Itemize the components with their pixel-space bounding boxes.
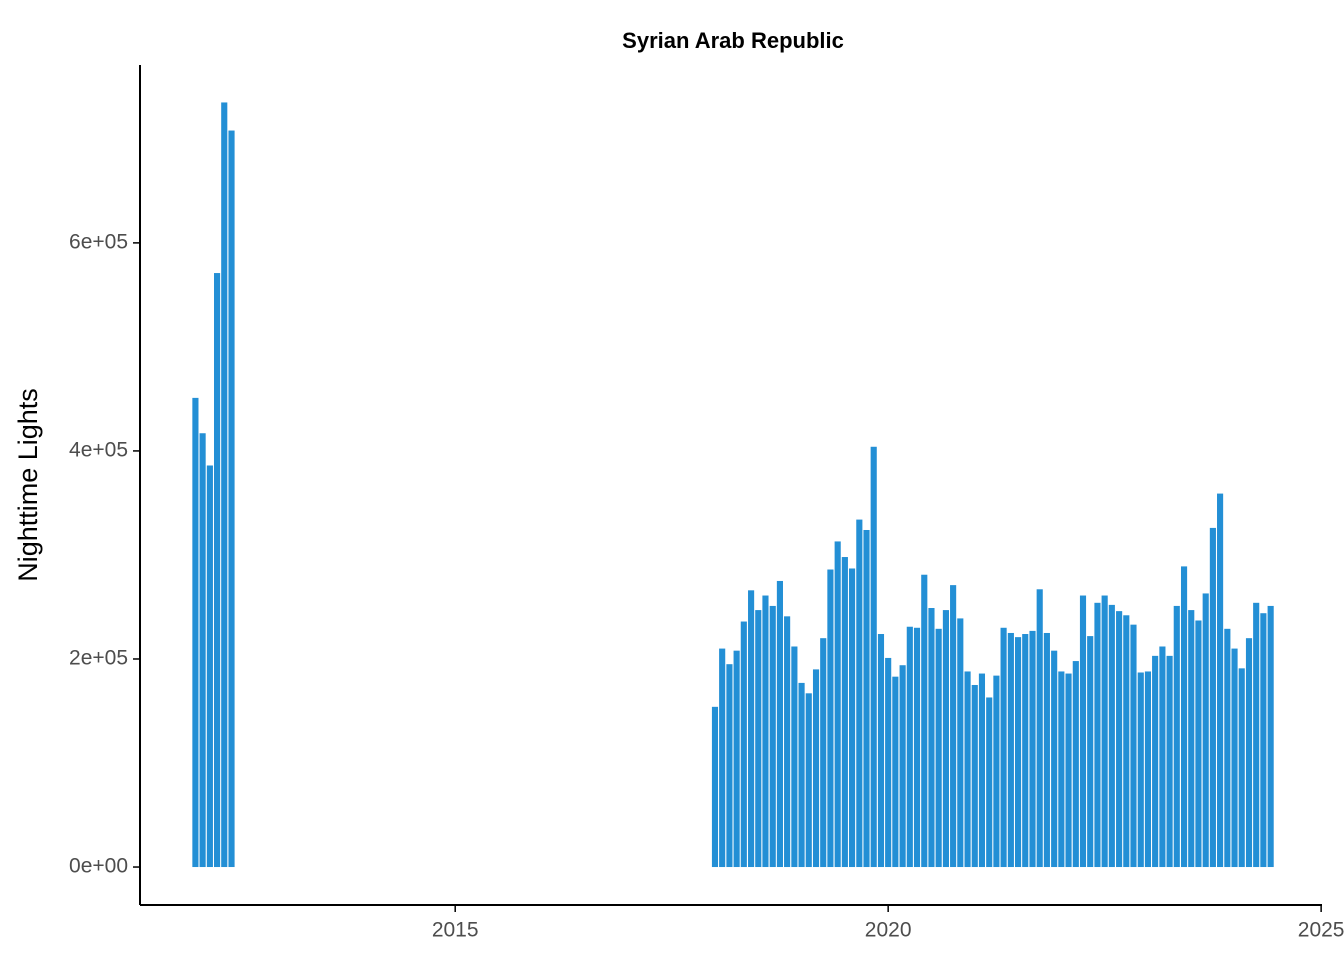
bar [1238,668,1245,868]
bar [740,621,747,868]
bar [978,673,986,868]
bar [870,446,877,868]
bar [1116,611,1123,868]
bar [221,102,228,868]
bar [1188,610,1195,868]
bar [1173,605,1180,868]
x-tick-label: 2015 [432,919,479,942]
bar [1166,655,1173,868]
bar [877,634,885,868]
bar [848,568,856,868]
bar [769,605,776,868]
bar [942,610,949,868]
bar [1123,615,1130,868]
bar [950,585,957,868]
bar [1043,632,1050,868]
bar [1209,527,1216,868]
bar [711,706,719,868]
bar [1202,593,1209,868]
bar [1180,566,1188,868]
bar [1267,605,1274,868]
bar [228,130,235,868]
bar [719,648,726,868]
bar [892,676,899,868]
bar [1079,595,1087,868]
bar [1144,671,1152,868]
bar [834,541,841,868]
bar [192,397,199,868]
bar [798,682,805,868]
bar [1029,630,1036,868]
bar [1224,628,1231,868]
bar [726,664,733,868]
bar [1022,634,1029,868]
bar [733,650,740,868]
bar [1065,673,1072,868]
y-tick-label: 4e+05 [69,438,128,461]
y-tick-label: 6e+05 [69,230,128,253]
x-tick-label: 2025 [1298,919,1344,942]
bar [1087,636,1094,868]
bar [748,590,755,868]
bar [885,657,892,868]
y-tick-label: 0e+00 [69,855,128,878]
bar [1231,648,1238,868]
bar [986,697,993,868]
bar [1101,595,1108,868]
bar [1260,613,1267,868]
bar [1058,671,1065,868]
bar [1130,624,1137,868]
bar [776,580,783,868]
bar [1108,604,1115,868]
y-tick-label: 2e+05 [69,647,128,670]
bar [1036,589,1043,868]
bar [1072,661,1079,868]
bar [1000,627,1007,868]
bar [755,610,762,868]
bar [1137,672,1144,868]
bar [1051,650,1058,868]
bar [812,669,820,868]
bar [1152,655,1159,868]
bar [784,616,791,868]
bar [913,627,921,868]
bar [1014,637,1022,868]
bar [214,273,221,868]
bar [935,628,942,868]
bar [199,433,206,868]
bar [206,465,213,868]
bar [863,529,870,868]
bar [993,675,1000,868]
bar [906,626,913,868]
x-tick-label: 2020 [865,919,912,942]
bar [856,519,863,868]
bar [971,684,978,868]
bar [827,569,834,868]
bar [1245,638,1253,868]
bar [820,638,827,868]
bar [805,693,812,868]
bar [928,608,935,868]
y-axis-label: Nighttime Lights [13,388,43,582]
bar [957,618,964,868]
bar [1217,493,1224,868]
bar [1195,620,1202,868]
bar [841,557,848,868]
bar [1094,602,1101,868]
bar [791,646,798,868]
bar [921,574,928,868]
chart-title: Syrian Arab Republic [622,28,844,53]
bar [1253,602,1260,868]
bar [899,665,906,868]
bar [1007,632,1014,868]
bar [762,595,769,868]
bar [1159,646,1166,868]
bar [964,671,971,868]
